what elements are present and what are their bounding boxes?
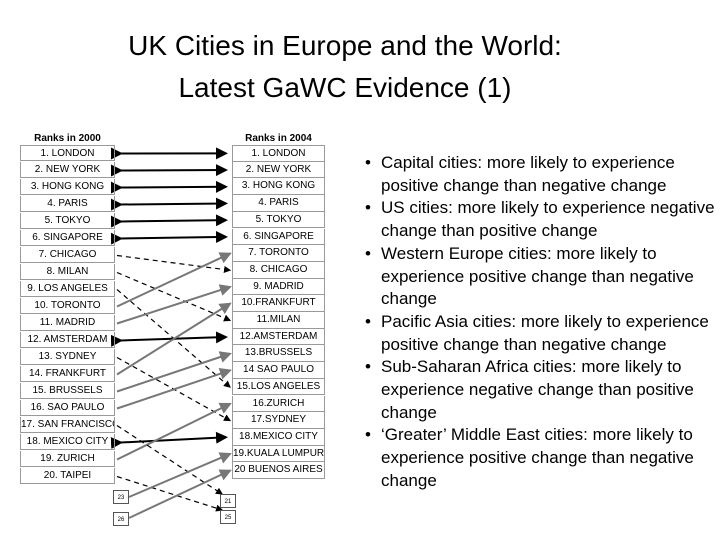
bullet: Sub-Saharan Africa cities: more likely t… [364,356,720,424]
arrow [116,252,232,308]
rank-2000: 20. TAIPEI [20,468,115,484]
rank-2000: 9. LOS ANGELES [20,281,115,297]
rank-2000: 15. BRUSSELS [20,383,115,399]
rank-2000: 13. SYDNEY [20,349,115,365]
rank-2004: 8. CHICAGO [232,261,325,279]
rank-2004: 7. TORONTO [232,245,325,262]
rank-2000: 4. PARIS [20,196,115,212]
rank-2004: 5. TOKYO [232,211,325,229]
bullet: Capital cities: more likely to experienc… [364,152,720,197]
rank-2004: 2. NEW YORK [232,161,325,179]
arrow [116,424,224,495]
rank-2000: 17. SAN FRANCISCO [20,417,115,433]
box: 25 [220,510,236,524]
arrow [116,284,232,325]
arrow [128,452,232,498]
rank-2000: 8. MILAN [20,264,115,280]
rank-2000: 12. AMSTERDAM [20,332,115,348]
arrow [116,271,232,322]
rank-2000: 10. TORONTO [20,298,115,314]
bullet: Pacific Asia cities: more likely to expe… [364,311,720,356]
arrow [116,367,232,410]
rank-2004: 12.AMSTERDAM [232,328,325,346]
box: 21 [220,494,236,508]
arrow [110,231,228,245]
rank-2004: 18.MEXICO CITY [232,428,325,446]
rank-2000: 18. MEXICO CITY [20,434,115,450]
rank-2000: 1. LONDON [20,145,115,161]
rank-2000: 5. TOKYO [20,213,115,229]
column-header: Ranks in 2004 [245,133,312,144]
rank-2000: 6. SINGAPORE [20,230,115,246]
rank-2000: 7. CHICAGO [20,247,115,263]
arrow [116,254,232,274]
rank-2004: 10.FRANKFURT [232,295,325,312]
bullet: US cities: more likely to experience neg… [364,197,720,242]
rank-2004: 6. SINGAPORE [232,228,325,246]
rank-2004: 14 SAO PAULO [232,362,325,379]
arrow [128,469,232,519]
rank-2004: 11.MILAN [232,312,325,329]
rank-2004: 1. LONDON [232,145,325,162]
title: Latest GaWC Evidence (1) [178,72,512,103]
bullet: Western Europe cities: more likely to ex… [364,243,720,311]
rank-2004: 3. HONG KONG [232,178,325,196]
box: 26 [113,512,129,526]
rank-2004: 20 BUENOS AIRES [232,462,325,479]
arrow [116,302,232,376]
rank-2004: 16.ZURICH [232,395,325,413]
arrow [116,475,224,512]
bullet: ‘Greater’ Middle East cities: more likel… [364,424,720,492]
rank-2000: 16. SAO PAULO [20,400,115,416]
arrow [110,197,228,211]
arrow [116,402,232,461]
rank-2004: 19.KUALA LUMPUR [232,445,325,463]
arrow [110,180,228,194]
rank-2004: 9. MADRID [232,278,325,296]
rank-2000: 19. ZURICH [20,451,115,467]
rank-2000: 11. MADRID [20,315,115,331]
rank-2000: 2. NEW YORK [20,162,115,178]
arrow [110,431,228,449]
title: UK Cities in Europe and the World: [128,30,562,61]
column-header: Ranks in 2000 [34,133,101,144]
arrow [110,214,228,228]
rank-2004: 13.BRUSSELS [232,345,325,363]
rank-2004: 15.LOS ANGELES [232,378,325,396]
rank-2004: 17.SYDNEY [232,412,325,429]
rank-2004: 4. PARIS [232,195,325,212]
rank-2000: 3. HONG KONG [20,179,115,195]
bullet-list: Capital cities: more likely to experienc… [364,152,720,493]
rank-2000: 14. FRANKFURT [20,366,115,382]
arrow [116,351,232,393]
box: 23 [113,490,129,504]
